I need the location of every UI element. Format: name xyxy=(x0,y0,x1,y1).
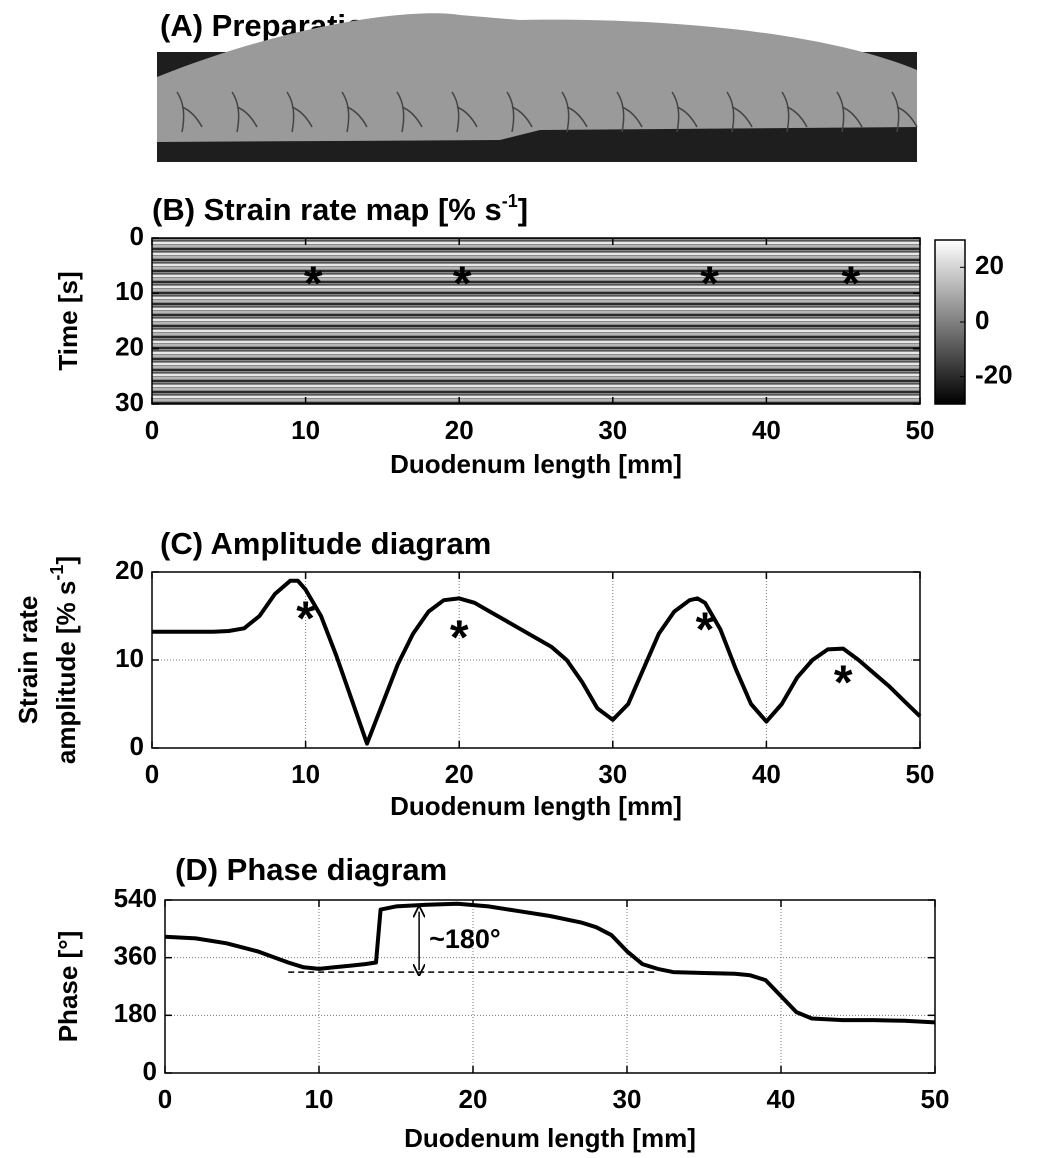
y-tick-label: 360 xyxy=(114,941,157,971)
x-tick-label: 20 xyxy=(445,415,474,445)
asterisk-marker: * xyxy=(842,257,861,310)
vessel xyxy=(286,91,313,133)
y-axis-label: Time [s] xyxy=(53,271,83,370)
y-axis-label: Phase [°] xyxy=(53,931,83,1043)
y-axis-label: amplitude [% s-1] xyxy=(47,556,81,764)
panel-title: (C) Amplitude diagram xyxy=(160,526,491,561)
panel-title-part: -1 xyxy=(502,191,518,211)
vessel xyxy=(176,91,203,133)
vessel xyxy=(836,91,863,133)
x-tick-label: 0 xyxy=(158,1084,172,1114)
y-axis-label-part: ] xyxy=(51,556,81,565)
y-tick-label: 0 xyxy=(143,1056,157,1086)
vessel xyxy=(616,91,643,133)
y-tick-label: 10 xyxy=(115,643,144,673)
tissue xyxy=(157,13,917,142)
colorbar-tick-label: 20 xyxy=(975,250,1004,280)
x-tick-label: 50 xyxy=(906,415,935,445)
asterisk-marker: * xyxy=(296,592,315,645)
x-tick-label: 50 xyxy=(906,759,935,789)
x-axis-label: Duodenum length [mm] xyxy=(390,791,682,821)
vessel xyxy=(561,91,588,133)
x-tick-label: 20 xyxy=(445,759,474,789)
asterisk-marker: * xyxy=(304,257,323,310)
y-axis-label: Strain rate xyxy=(13,596,43,725)
x-tick-label: 50 xyxy=(921,1084,950,1114)
vessel xyxy=(671,91,698,133)
x-tick-label: 40 xyxy=(767,1084,796,1114)
y-tick-label: 10 xyxy=(115,276,144,306)
data-line xyxy=(164,901,936,1025)
annotation-text: ~180° xyxy=(429,924,501,954)
y-axis-label-part: amplitude [% s xyxy=(51,581,81,764)
asterisk-marker: * xyxy=(696,604,715,657)
panel-title: (D) Phase diagram xyxy=(175,852,447,887)
y-tick-label: 20 xyxy=(115,332,144,362)
strain-rate-map xyxy=(152,238,920,404)
panel-title-part: (B) Strain rate map [% s xyxy=(152,192,502,227)
x-tick-label: 30 xyxy=(598,759,627,789)
x-tick-label: 30 xyxy=(613,1084,642,1114)
plot-frame xyxy=(164,899,936,1074)
colorbar-tick-label: -20 xyxy=(975,360,1013,390)
vessel xyxy=(781,91,808,133)
vessel xyxy=(451,91,478,133)
panel-title-part: ] xyxy=(518,192,528,227)
vessel xyxy=(506,91,533,133)
plot-frame xyxy=(151,237,921,405)
y-tick-label: 0 xyxy=(130,731,144,761)
x-axis-label: Duodenum length [mm] xyxy=(390,449,682,479)
x-axis-label: Duodenum length [mm] xyxy=(404,1123,696,1153)
x-tick-label: 30 xyxy=(598,415,627,445)
y-tick-label: 30 xyxy=(115,387,144,417)
y-tick-label: 180 xyxy=(114,998,157,1028)
x-tick-label: 10 xyxy=(291,415,320,445)
asterisk-marker: * xyxy=(700,257,719,310)
asterisk-marker: * xyxy=(450,612,469,665)
x-tick-label: 0 xyxy=(145,759,159,789)
colorbar-tick-label: 0 xyxy=(975,305,989,335)
data-line xyxy=(152,578,922,746)
vessel xyxy=(341,91,368,133)
x-tick-label: 40 xyxy=(752,759,781,789)
asterisk-marker: * xyxy=(834,657,853,710)
asterisk-marker: * xyxy=(453,257,472,310)
x-tick-label: 0 xyxy=(145,415,159,445)
y-axis-label-part: -1 xyxy=(47,565,67,581)
vessel xyxy=(396,91,423,133)
x-tick-label: 10 xyxy=(291,759,320,789)
vessel xyxy=(891,91,918,133)
x-tick-label: 40 xyxy=(752,415,781,445)
panel-title: (B) Strain rate map [% s-1] xyxy=(152,191,528,227)
x-tick-label: 20 xyxy=(459,1084,488,1114)
y-tick-label: 0 xyxy=(130,221,144,251)
vessel xyxy=(231,91,258,133)
y-tick-label: 20 xyxy=(115,555,144,585)
vessel xyxy=(726,91,753,133)
y-tick-label: 540 xyxy=(114,883,157,913)
x-tick-label: 10 xyxy=(305,1084,334,1114)
plot-frame xyxy=(151,571,921,749)
